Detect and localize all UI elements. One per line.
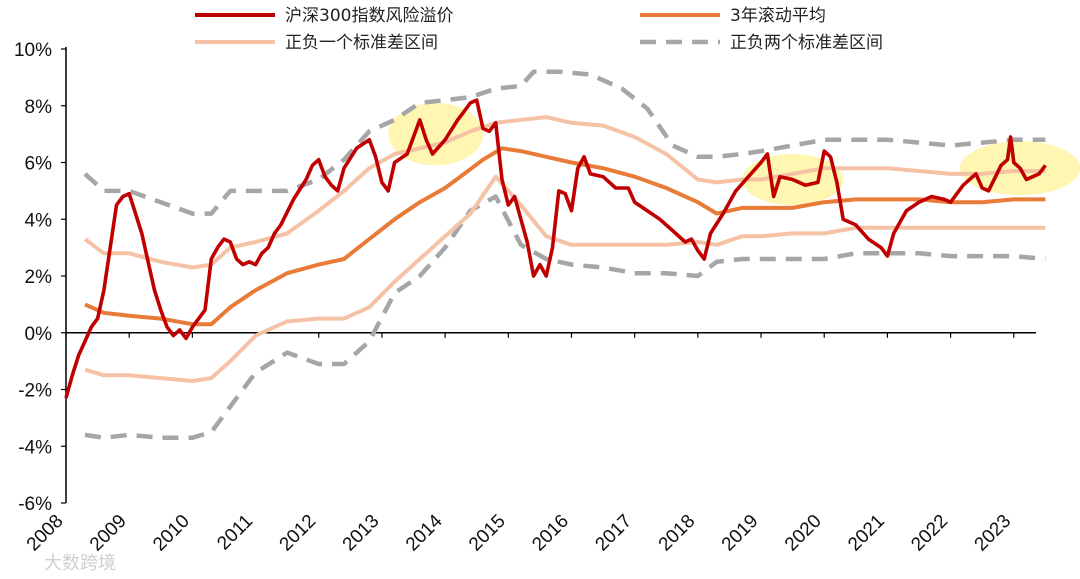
x-tick-label: 2020 [781, 511, 826, 556]
axes: -6% -4% -2% 0% 2% 4% 6% 8% 10% 2008 2009 2010 2011 20… [14, 40, 1036, 555]
x-tick-label: 2011 [213, 511, 257, 555]
series-line-4 [84, 174, 1046, 383]
legend-label-2: 3年滚动平均 [730, 6, 826, 26]
y-tick-label: 6% [25, 154, 53, 175]
y-tick-label: -2% [18, 381, 52, 402]
x-tick-label: 2019 [718, 511, 763, 556]
x-tick-label: 2012 [276, 511, 321, 556]
x-tick-label: 2009 [86, 511, 131, 556]
y-tick-label: -4% [18, 437, 52, 458]
legend-label-4: 正负两个标准差区间 [730, 33, 883, 53]
series-group [64, 69, 1047, 440]
x-tick-label: 2023 [971, 511, 1016, 556]
x-tick-label: 2017 [591, 511, 636, 556]
y-tick-label: 2% [25, 267, 53, 288]
series-line-2 [84, 146, 1046, 327]
watermark: 大数跨境 [44, 553, 116, 574]
x-tick-label: 2014 [402, 510, 447, 555]
x-tick-label: 2021 [844, 511, 889, 556]
y-tick-label: 4% [25, 210, 53, 231]
series-line-6 [84, 194, 1046, 440]
x-tick-label: 2008 [23, 511, 68, 556]
y-tick-label: -6% [18, 494, 52, 515]
y-tick-label: 0% [25, 324, 53, 345]
y-tick-label: 8% [25, 97, 53, 118]
legend-label-3: 正负一个标准差区间 [285, 33, 438, 53]
series-line-1 [64, 98, 1047, 399]
series-line-5 [83, 69, 1046, 216]
y-tick-label: 10% [14, 40, 52, 61]
x-tick-label: 2022 [907, 511, 952, 556]
x-tick-label: 2013 [339, 511, 384, 556]
x-tick-label: 2018 [655, 511, 700, 556]
x-tick-label: 2016 [528, 511, 573, 556]
x-tick-label: 2010 [149, 511, 194, 556]
series-line-3 [83, 115, 1046, 270]
legend-label-1: 沪深300指数风险溢价 [285, 6, 453, 26]
x-tick-label: 2015 [465, 511, 510, 556]
